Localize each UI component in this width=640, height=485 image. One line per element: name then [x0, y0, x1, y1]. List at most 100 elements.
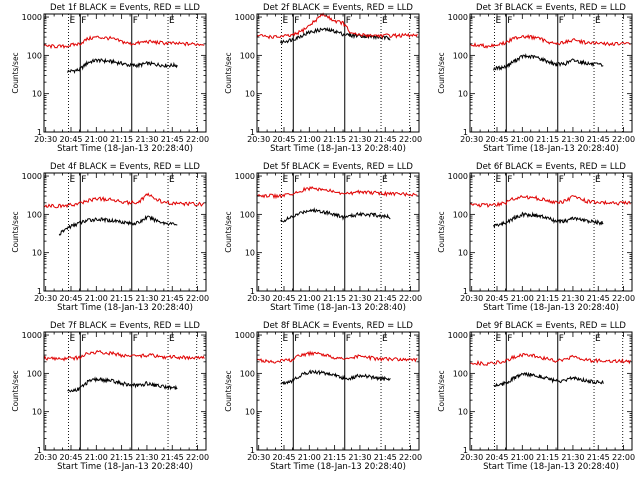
y-tick-label: 100 [240, 51, 255, 60]
series-line-events [493, 53, 604, 71]
y-tick-label: 10 [32, 249, 42, 258]
y-tick-label: 100 [453, 210, 468, 219]
plot-frame [469, 172, 633, 292]
x-tick-label: 20:45 [59, 453, 82, 462]
x-tick-label: 20:30 [247, 453, 270, 462]
x-tick-label: 21:45 [587, 453, 610, 462]
event-marker-label: E [282, 175, 288, 185]
y-tick-label: 100 [27, 369, 42, 378]
event-marker-label: E [595, 16, 601, 26]
series-line-events [493, 211, 604, 229]
x-tick-label: 21:15 [110, 453, 133, 462]
x-tick-label: 21:30 [348, 294, 371, 303]
y-tick-label: 1 [250, 128, 255, 137]
y-tick-label: 100 [27, 210, 42, 219]
event-marker-label: F [294, 16, 299, 26]
y-tick-label: 1 [463, 446, 468, 455]
y-tick-label: 100 [27, 51, 42, 60]
x-tick-label: 21:00 [511, 294, 534, 303]
x-tick-label: 20:30 [460, 135, 483, 144]
chart-title: Det 6f BLACK = Events, RED = LLD [476, 162, 626, 172]
x-tick-label: 21:15 [536, 135, 559, 144]
y-tick-label: 10 [458, 408, 468, 417]
x-tick-label: 20:30 [247, 135, 270, 144]
x-tick-label: 20:45 [272, 453, 295, 462]
y-tick-label: 1 [250, 446, 255, 455]
series-line-lld [469, 34, 631, 49]
x-tick-label: 21:45 [587, 294, 610, 303]
event-marker-label: E [69, 16, 75, 26]
y-tick-label: 100 [453, 369, 468, 378]
y-tick-label: 1 [250, 287, 255, 296]
y-tick-label: 10 [245, 408, 255, 417]
series-line-events [67, 57, 178, 74]
event-marker-label: F [81, 16, 86, 26]
event-marker-label: E [169, 175, 175, 185]
event-marker-label: E [595, 175, 601, 185]
event-marker-label: F [507, 334, 512, 344]
series-line-events [493, 371, 604, 388]
event-marker-label: F [133, 16, 138, 26]
chart-title: Det 1f BLACK = Events, RED = LLD [50, 3, 200, 13]
event-marker-label: E [382, 16, 388, 26]
x-tick-label: 20:45 [59, 294, 82, 303]
series-line-lld [256, 185, 418, 200]
event-marker-label: E [69, 334, 75, 344]
event-marker-label: E [595, 334, 601, 344]
event-marker-label: E [282, 16, 288, 26]
y-axis-label: Counts/sec [437, 211, 446, 252]
y-tick-label: 1000 [235, 331, 255, 340]
x-tick-label: 22:00 [612, 294, 635, 303]
series-line-lld [43, 349, 205, 362]
y-axis-label: Counts/sec [224, 211, 233, 252]
x-tick-label: 21:45 [374, 135, 397, 144]
event-marker-label: F [81, 175, 86, 185]
y-axis-label: Counts/sec [11, 370, 20, 411]
x-tick-label: 21:15 [323, 294, 346, 303]
y-tick-label: 1 [37, 446, 42, 455]
chart-title: Det 4f BLACK = Events, RED = LLD [50, 162, 200, 172]
x-tick-label: 21:00 [85, 453, 108, 462]
event-marker-label: E [69, 175, 75, 185]
x-tick-label: 21:00 [298, 294, 321, 303]
x-tick-label: 20:30 [460, 453, 483, 462]
event-marker-label: E [495, 16, 501, 26]
x-tick-label: 21:00 [85, 135, 108, 144]
x-axis-label: Start Time (18-Jan-13 20:28:40) [57, 462, 193, 472]
plot-frame [469, 13, 633, 133]
x-tick-label: 20:30 [34, 135, 57, 144]
event-marker-label: E [382, 334, 388, 344]
x-tick-label: 22:00 [612, 453, 635, 462]
x-tick-label: 20:45 [272, 294, 295, 303]
series-line-lld [256, 12, 418, 40]
y-tick-label: 10 [245, 90, 255, 99]
y-axis-label: Counts/sec [11, 211, 20, 252]
event-marker-label: E [495, 175, 501, 185]
series-line-events [280, 207, 391, 223]
event-marker-label: E [169, 334, 175, 344]
x-tick-label: 21:00 [511, 135, 534, 144]
x-axis-label: Start Time (18-Jan-13 20:28:40) [483, 144, 619, 154]
event-marker-label: F [559, 175, 564, 185]
y-tick-label: 100 [240, 210, 255, 219]
x-tick-label: 21:30 [561, 453, 584, 462]
chart-title: Det 3f BLACK = Events, RED = LLD [476, 3, 626, 13]
x-tick-label: 21:30 [135, 294, 158, 303]
y-axis-label: Counts/sec [224, 52, 233, 93]
y-tick-label: 1 [37, 128, 42, 137]
x-tick-label: 21:30 [135, 453, 158, 462]
x-tick-label: 20:45 [59, 135, 82, 144]
y-tick-label: 100 [240, 369, 255, 378]
series-line-lld [469, 194, 631, 208]
event-marker-label: F [294, 334, 299, 344]
event-marker-label: F [346, 175, 351, 185]
y-tick-label: 1000 [448, 331, 468, 340]
x-axis-label: Start Time (18-Jan-13 20:28:40) [57, 144, 193, 154]
x-tick-label: 21:15 [110, 135, 133, 144]
x-tick-label: 21:45 [161, 294, 184, 303]
